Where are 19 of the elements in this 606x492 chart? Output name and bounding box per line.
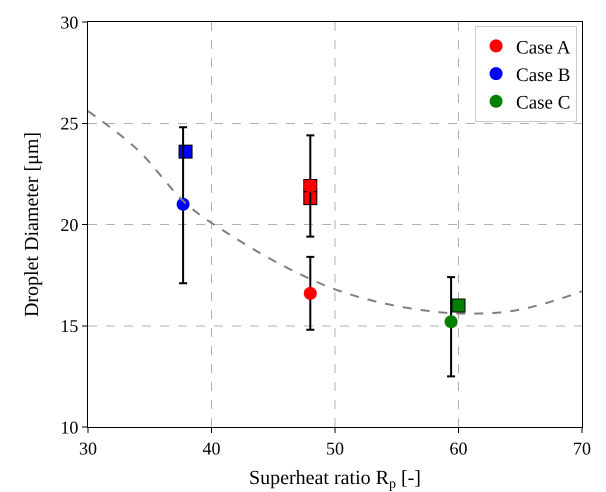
point <box>444 315 458 328</box>
x-tick-label: 60 <box>450 438 468 459</box>
y-tick-label: 25 <box>60 114 78 134</box>
line-series <box>88 110 582 315</box>
x-tick-label: 30 <box>79 438 97 459</box>
x-tick-label: 50 <box>326 438 344 459</box>
x-tick-label: 40 <box>202 438 220 459</box>
point <box>452 298 466 312</box>
point <box>304 286 317 300</box>
x-tick-label: 70 <box>573 438 591 459</box>
y-axis-title: Droplet Diameter [μm] <box>21 132 43 318</box>
y-tick-label: 20 <box>60 214 78 235</box>
y-tick-label: 30 <box>60 12 78 32</box>
y-tick-label: 15 <box>60 316 78 336</box>
legend-label: Case B <box>516 65 570 86</box>
x-axis-title: Superheat ratio R$_{p}$ [-] <box>249 466 421 492</box>
y-tick-label: 10 <box>60 417 78 438</box>
legend-label: Case A <box>516 37 571 58</box>
legend-label: Case C <box>516 92 570 114</box>
